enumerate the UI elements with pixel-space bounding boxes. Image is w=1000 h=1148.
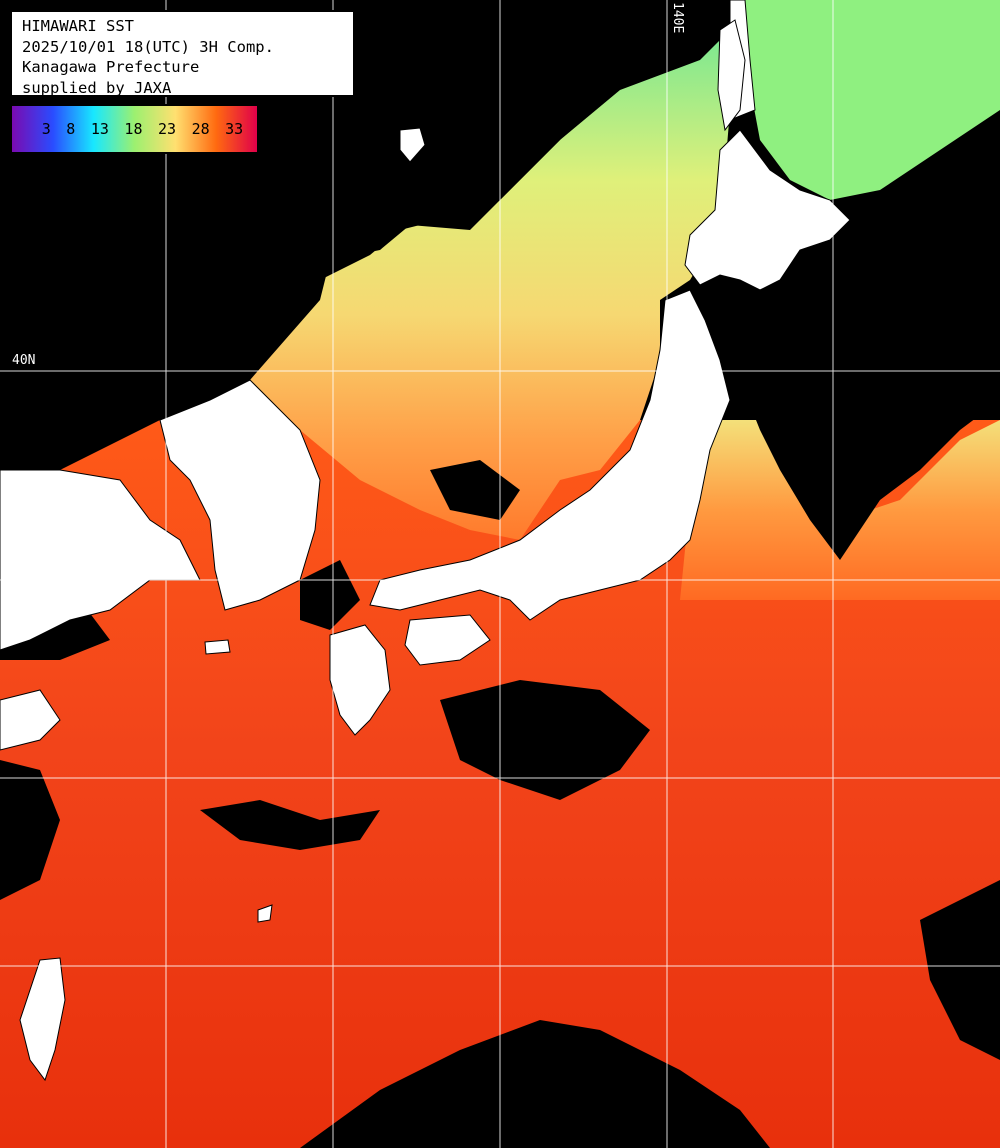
honshu-island <box>369 289 731 621</box>
sakhalin-island <box>717 19 746 132</box>
region-line: Kanagawa Prefecture <box>22 58 200 76</box>
land-masses <box>0 0 851 1082</box>
sea-of-japan-surface <box>250 40 730 540</box>
taiwan-island <box>19 957 66 1082</box>
korean-peninsula <box>159 379 321 611</box>
legend-tick: 3 <box>41 120 51 138</box>
legend-tick: 8 <box>66 120 76 138</box>
latitude-label-40n: 40N <box>12 353 36 368</box>
legend-tick: 23 <box>158 120 177 138</box>
east-sea-surface <box>680 420 1000 600</box>
supplier-line: supplied by JAXA <box>22 78 172 97</box>
datetime-line: 2025/10/01 18(UTC) 3H Comp. <box>22 37 274 56</box>
okhotsk-sea-surface <box>745 0 1000 200</box>
title-box: HIMAWARI SST 2025/10/01 18(UTC) 3H Comp.… <box>10 10 355 97</box>
legend-tick: 18 <box>124 120 143 138</box>
legend-tick: 28 <box>191 120 210 138</box>
legend-tick: 33 <box>225 120 244 138</box>
longitude-label-140e: 140E <box>670 2 685 34</box>
temperature-color-legend: 3 8 13 18 23 28 33 <box>10 104 259 154</box>
legend-tick: 13 <box>90 120 109 138</box>
shikoku-island <box>404 614 491 666</box>
legend-tick-labels: 3 8 13 18 23 28 33 <box>12 106 257 152</box>
title-line: HIMAWARI SST <box>22 17 134 35</box>
hokkaido-island <box>684 129 851 291</box>
